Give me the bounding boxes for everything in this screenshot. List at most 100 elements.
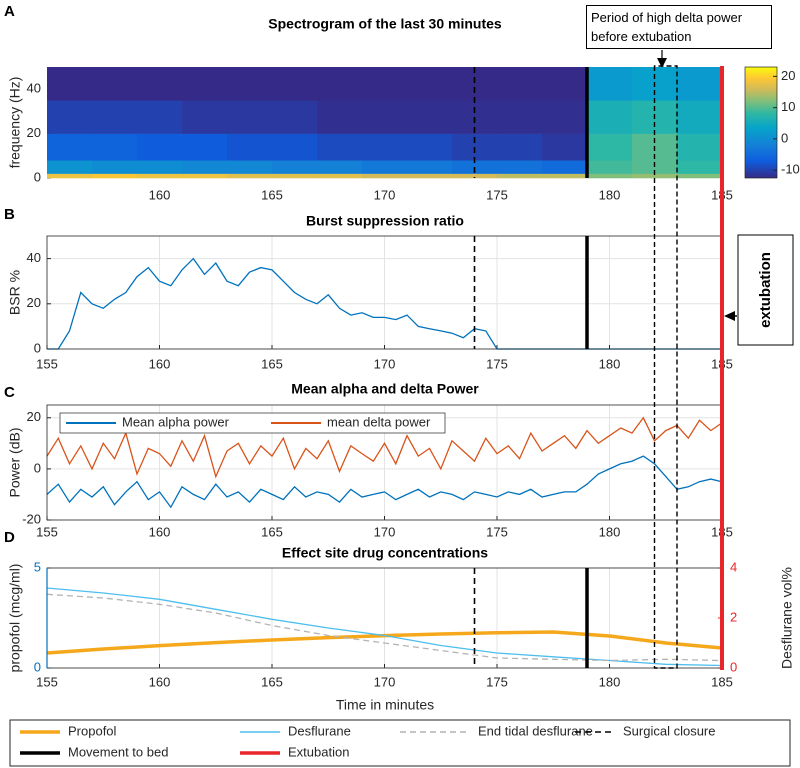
line xyxy=(46,416,723,479)
heatmap-cell xyxy=(227,160,273,174)
chart-title: Effect site drug concentrations xyxy=(282,545,488,561)
y2-tick-label: 4 xyxy=(730,559,737,574)
heatmap-cell xyxy=(542,133,588,161)
extubation-label: extubation xyxy=(757,252,774,328)
heatmap-cell xyxy=(587,67,633,101)
x-tick-label: 165 xyxy=(261,187,283,202)
extubation-box xyxy=(737,234,794,346)
heatmap-cell xyxy=(362,160,408,174)
heatmap-cell xyxy=(677,173,723,179)
heatmap-cell xyxy=(182,160,228,174)
panel-label: A xyxy=(4,3,15,20)
x-tick-label: 165 xyxy=(261,356,283,371)
heatmap-cell xyxy=(542,67,588,101)
heatmap-cell xyxy=(47,133,93,161)
x-tick-label: 180 xyxy=(599,524,621,539)
x-tick-label: 180 xyxy=(599,674,621,689)
colorbar xyxy=(744,66,778,179)
heatmap-cell xyxy=(632,173,678,179)
heatmap-cell xyxy=(587,133,633,161)
heatmap-cell xyxy=(47,173,93,179)
x-tick-label: 155 xyxy=(36,674,58,689)
heatmap-cell xyxy=(587,100,633,134)
heatmap-cell xyxy=(677,100,723,134)
chart-title: Spectrogram of the last 30 minutes xyxy=(268,16,502,32)
heatmap-cell xyxy=(317,133,363,161)
x-tick-label: 160 xyxy=(149,356,171,371)
y-tick-label: 0 xyxy=(34,169,41,184)
legend-label: End tidal desflurane xyxy=(478,723,593,738)
heatmap-cell xyxy=(407,160,453,174)
heatmap-cell xyxy=(227,133,273,161)
heatmap-cell xyxy=(182,173,228,179)
x-tick-label: 180 xyxy=(599,356,621,371)
heatmap-cell xyxy=(92,67,138,101)
heatmap-cell xyxy=(317,160,363,174)
x-tick-label: 155 xyxy=(36,356,58,371)
y-tick-label: -20 xyxy=(22,511,41,526)
heatmap-cell xyxy=(317,67,363,101)
legend-box xyxy=(59,412,446,434)
panel-label: C xyxy=(4,384,15,401)
heatmap-cell xyxy=(407,100,453,134)
x-tick-label: 165 xyxy=(261,674,283,689)
heatmap-cell xyxy=(497,173,543,179)
heatmap-cell xyxy=(362,173,408,179)
heatmap-cell xyxy=(272,100,318,134)
colorbar-tick-label: -10 xyxy=(781,162,800,177)
y-axis-label: propofol (mcg/ml) xyxy=(7,564,23,673)
y-axis-label: Power (dB) xyxy=(7,427,23,497)
heatmap-cell xyxy=(137,173,183,179)
colorbar-tick-label: 0 xyxy=(781,130,788,145)
y-tick-label: 5 xyxy=(34,559,41,574)
x-tick-label: 175 xyxy=(486,187,508,202)
heatmap-cell xyxy=(317,173,363,179)
x-tick-label: 175 xyxy=(486,356,508,371)
heatmap-cell xyxy=(407,67,453,101)
heatmap-cell xyxy=(317,100,363,134)
x-tick-label: 155 xyxy=(36,524,58,539)
heatmap-cell xyxy=(677,67,723,101)
heatmap-cell xyxy=(542,173,588,179)
heatmap-cell xyxy=(497,133,543,161)
heatmap-cell xyxy=(227,67,273,101)
chart-title: Mean alpha and delta Power xyxy=(291,381,479,397)
x-tick-label: 175 xyxy=(486,674,508,689)
legend-label: Extubation xyxy=(288,744,349,759)
legend-label: Propofol xyxy=(68,723,117,738)
line xyxy=(46,587,723,667)
colorbar-tick-label: 20 xyxy=(781,68,795,83)
legend-label: Desflurane xyxy=(288,723,351,738)
x-tick-label: 160 xyxy=(149,524,171,539)
y-axis-label: BSR % xyxy=(7,270,23,315)
x-axis-label: Time in minutes xyxy=(336,697,434,713)
heatmap-cell xyxy=(137,160,183,174)
panel-label: B xyxy=(4,206,15,223)
y2-tick-label: 0 xyxy=(730,659,737,674)
heatmap-cell xyxy=(227,173,273,179)
x-tick-label: 175 xyxy=(486,524,508,539)
line xyxy=(46,593,723,662)
heatmap-cell xyxy=(677,133,723,161)
legend-box xyxy=(9,719,791,767)
x-tick-label: 160 xyxy=(149,187,171,202)
heatmap-cell xyxy=(362,133,408,161)
arrow-head xyxy=(724,311,735,321)
heatmap-cell xyxy=(182,100,228,134)
heatmap-cell xyxy=(272,133,318,161)
y-tick-label: 0 xyxy=(34,340,41,355)
line xyxy=(46,455,723,509)
heatmap-cell xyxy=(407,133,453,161)
x-tick-label: 180 xyxy=(599,187,621,202)
x-tick-label: 160 xyxy=(149,674,171,689)
y-tick-label: 20 xyxy=(27,409,41,424)
heatmap-cell xyxy=(137,133,183,161)
heatmap-cell xyxy=(47,160,93,174)
x-tick-label: 185 xyxy=(711,674,733,689)
heatmap-cell xyxy=(587,173,633,179)
y-tick-label: 40 xyxy=(27,81,41,96)
y2-tick-label: 2 xyxy=(730,609,737,624)
